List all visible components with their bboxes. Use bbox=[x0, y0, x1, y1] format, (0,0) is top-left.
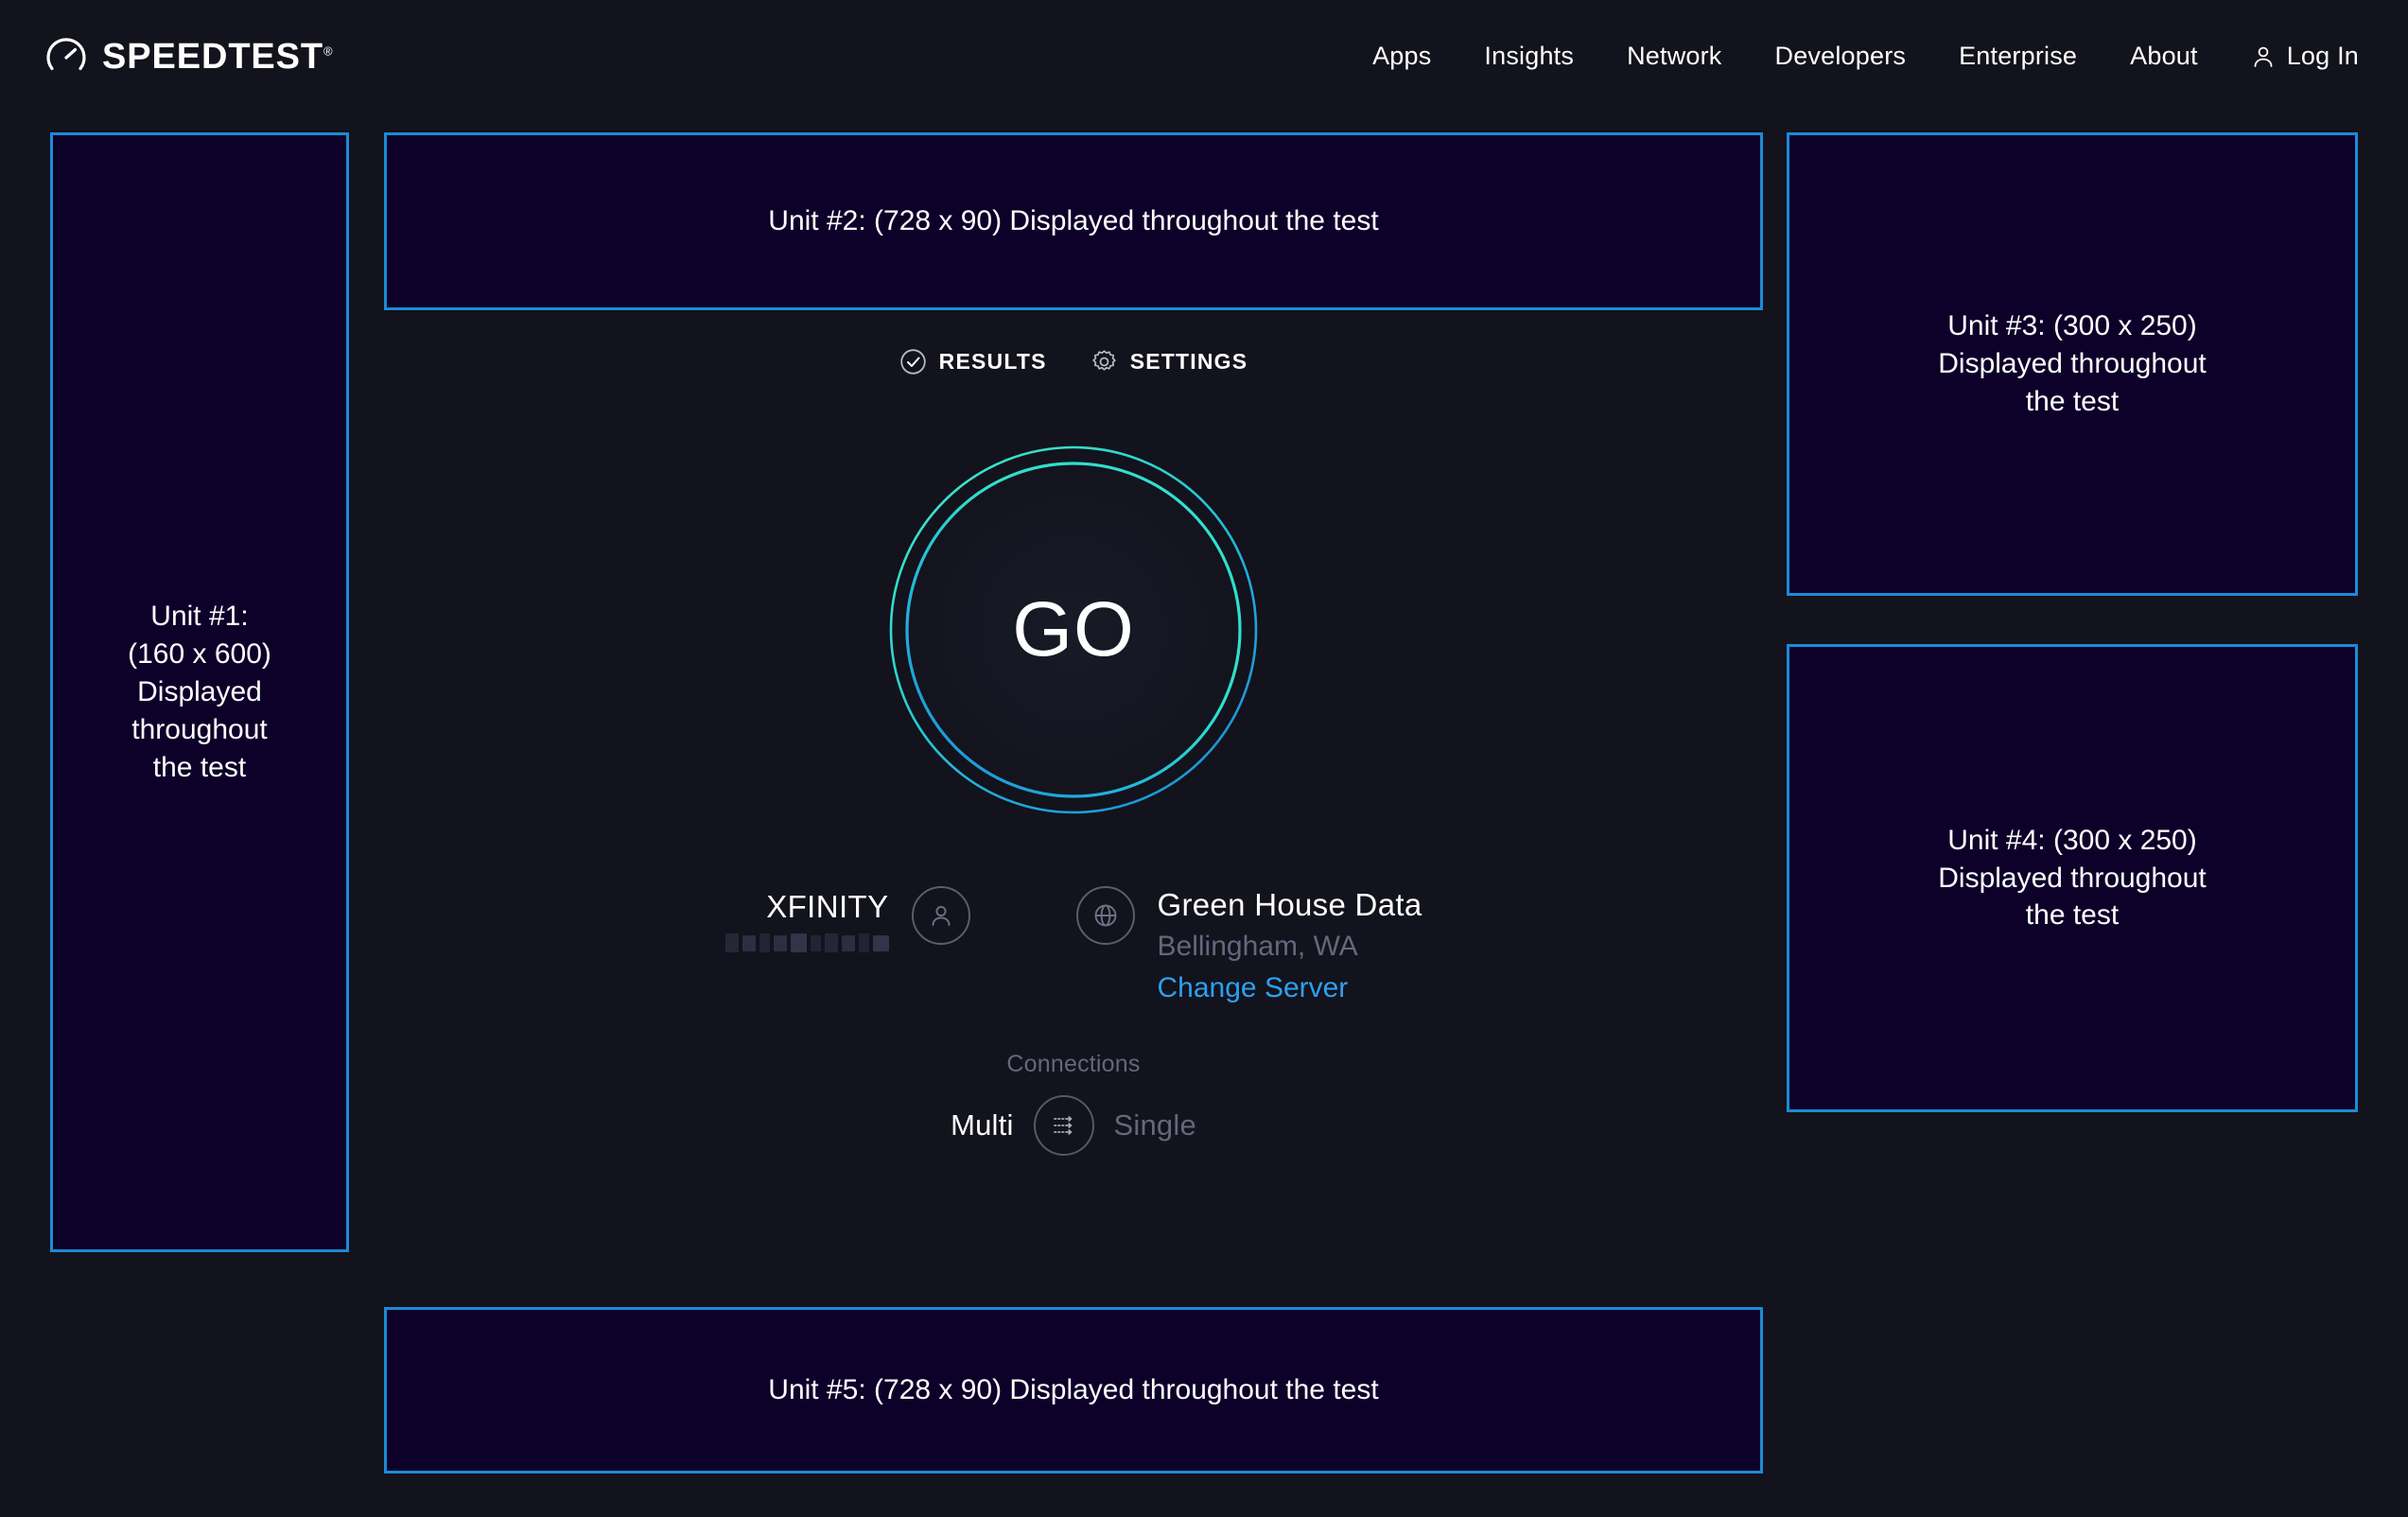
login-label: Log In bbox=[2286, 42, 2359, 70]
ad-unit-2[interactable]: Unit #2: (728 x 90) Displayed throughout… bbox=[384, 132, 1763, 310]
tab-settings-label: SETTINGS bbox=[1129, 349, 1248, 374]
login-button[interactable]: Log In bbox=[2251, 42, 2359, 71]
server-block[interactable]: Green House Data Bellingham, WA Change S… bbox=[1075, 879, 1422, 1003]
connection-info-row: XFINITY Green House bbox=[384, 879, 1763, 1003]
connections-section: Connections Multi bbox=[384, 1051, 1763, 1157]
go-button[interactable]: GO bbox=[887, 444, 1260, 816]
trademark-symbol: ® bbox=[323, 44, 333, 59]
nav-item-developers[interactable]: Developers bbox=[1774, 42, 1907, 70]
tab-results-label: RESULTS bbox=[938, 349, 1047, 374]
nav-item-network[interactable]: Network bbox=[1627, 42, 1722, 70]
site-header: SPEEDTEST® Apps Insights Network Develop… bbox=[0, 0, 2408, 107]
connections-option-multi[interactable]: Multi bbox=[951, 1108, 1014, 1142]
speedometer-icon bbox=[45, 36, 87, 78]
server-location: Bellingham, WA bbox=[1157, 931, 1358, 963]
go-button-rings bbox=[889, 445, 1258, 814]
nav-item-enterprise[interactable]: Enterprise bbox=[1959, 42, 2078, 70]
check-circle-icon bbox=[899, 348, 927, 375]
isp-texts: XFINITY bbox=[724, 886, 889, 956]
tab-settings[interactable]: SETTINGS bbox=[1091, 348, 1248, 375]
main-navigation: Apps Insights Network Developers Enterpr… bbox=[1372, 42, 2359, 71]
connections-option-single[interactable]: Single bbox=[1113, 1108, 1196, 1142]
ad-unit-4[interactable]: Unit #4: (300 x 250) Displayed throughou… bbox=[1787, 644, 2358, 1112]
nav-item-apps[interactable]: Apps bbox=[1372, 42, 1432, 70]
go-button-label: GO bbox=[1012, 586, 1135, 672]
gear-icon bbox=[1091, 348, 1118, 375]
go-button-container: GO bbox=[384, 444, 1763, 816]
user-icon bbox=[2251, 44, 2276, 69]
isp-name: XFINITY bbox=[766, 889, 889, 924]
panel-tabs: RESULTS SETTINGS bbox=[384, 348, 1763, 375]
tab-results[interactable]: RESULTS bbox=[899, 348, 1047, 375]
multi-arrows-icon bbox=[1048, 1109, 1080, 1142]
ad-unit-5[interactable]: Unit #5: (728 x 90) Displayed throughout… bbox=[384, 1307, 1763, 1473]
brand-logo[interactable]: SPEEDTEST® bbox=[45, 36, 333, 78]
brand-name: SPEEDTEST® bbox=[102, 37, 333, 77]
ad-unit-1[interactable]: Unit #1: (160 x 600) Displayed throughou… bbox=[50, 132, 349, 1252]
server-name: Green House Data bbox=[1157, 887, 1422, 922]
nav-item-insights[interactable]: Insights bbox=[1484, 42, 1575, 70]
isp-block[interactable]: XFINITY bbox=[724, 879, 970, 956]
person-icon bbox=[911, 886, 970, 945]
connections-toggle-knob[interactable] bbox=[1033, 1095, 1094, 1157]
change-server-link[interactable]: Change Server bbox=[1157, 972, 1349, 1004]
connections-label: Connections bbox=[1006, 1051, 1141, 1078]
server-texts: Green House Data Bellingham, WA Change S… bbox=[1158, 886, 1422, 1003]
ad-unit-3[interactable]: Unit #3: (300 x 250) Displayed throughou… bbox=[1787, 132, 2358, 596]
speedtest-main-panel: RESULTS SETTINGS bbox=[384, 310, 1763, 1157]
isp-ip-address-redacted bbox=[724, 933, 889, 956]
globe-icon bbox=[1075, 886, 1135, 945]
connections-toggle: Multi Single bbox=[951, 1095, 1196, 1157]
nav-item-about[interactable]: About bbox=[2130, 42, 2198, 70]
